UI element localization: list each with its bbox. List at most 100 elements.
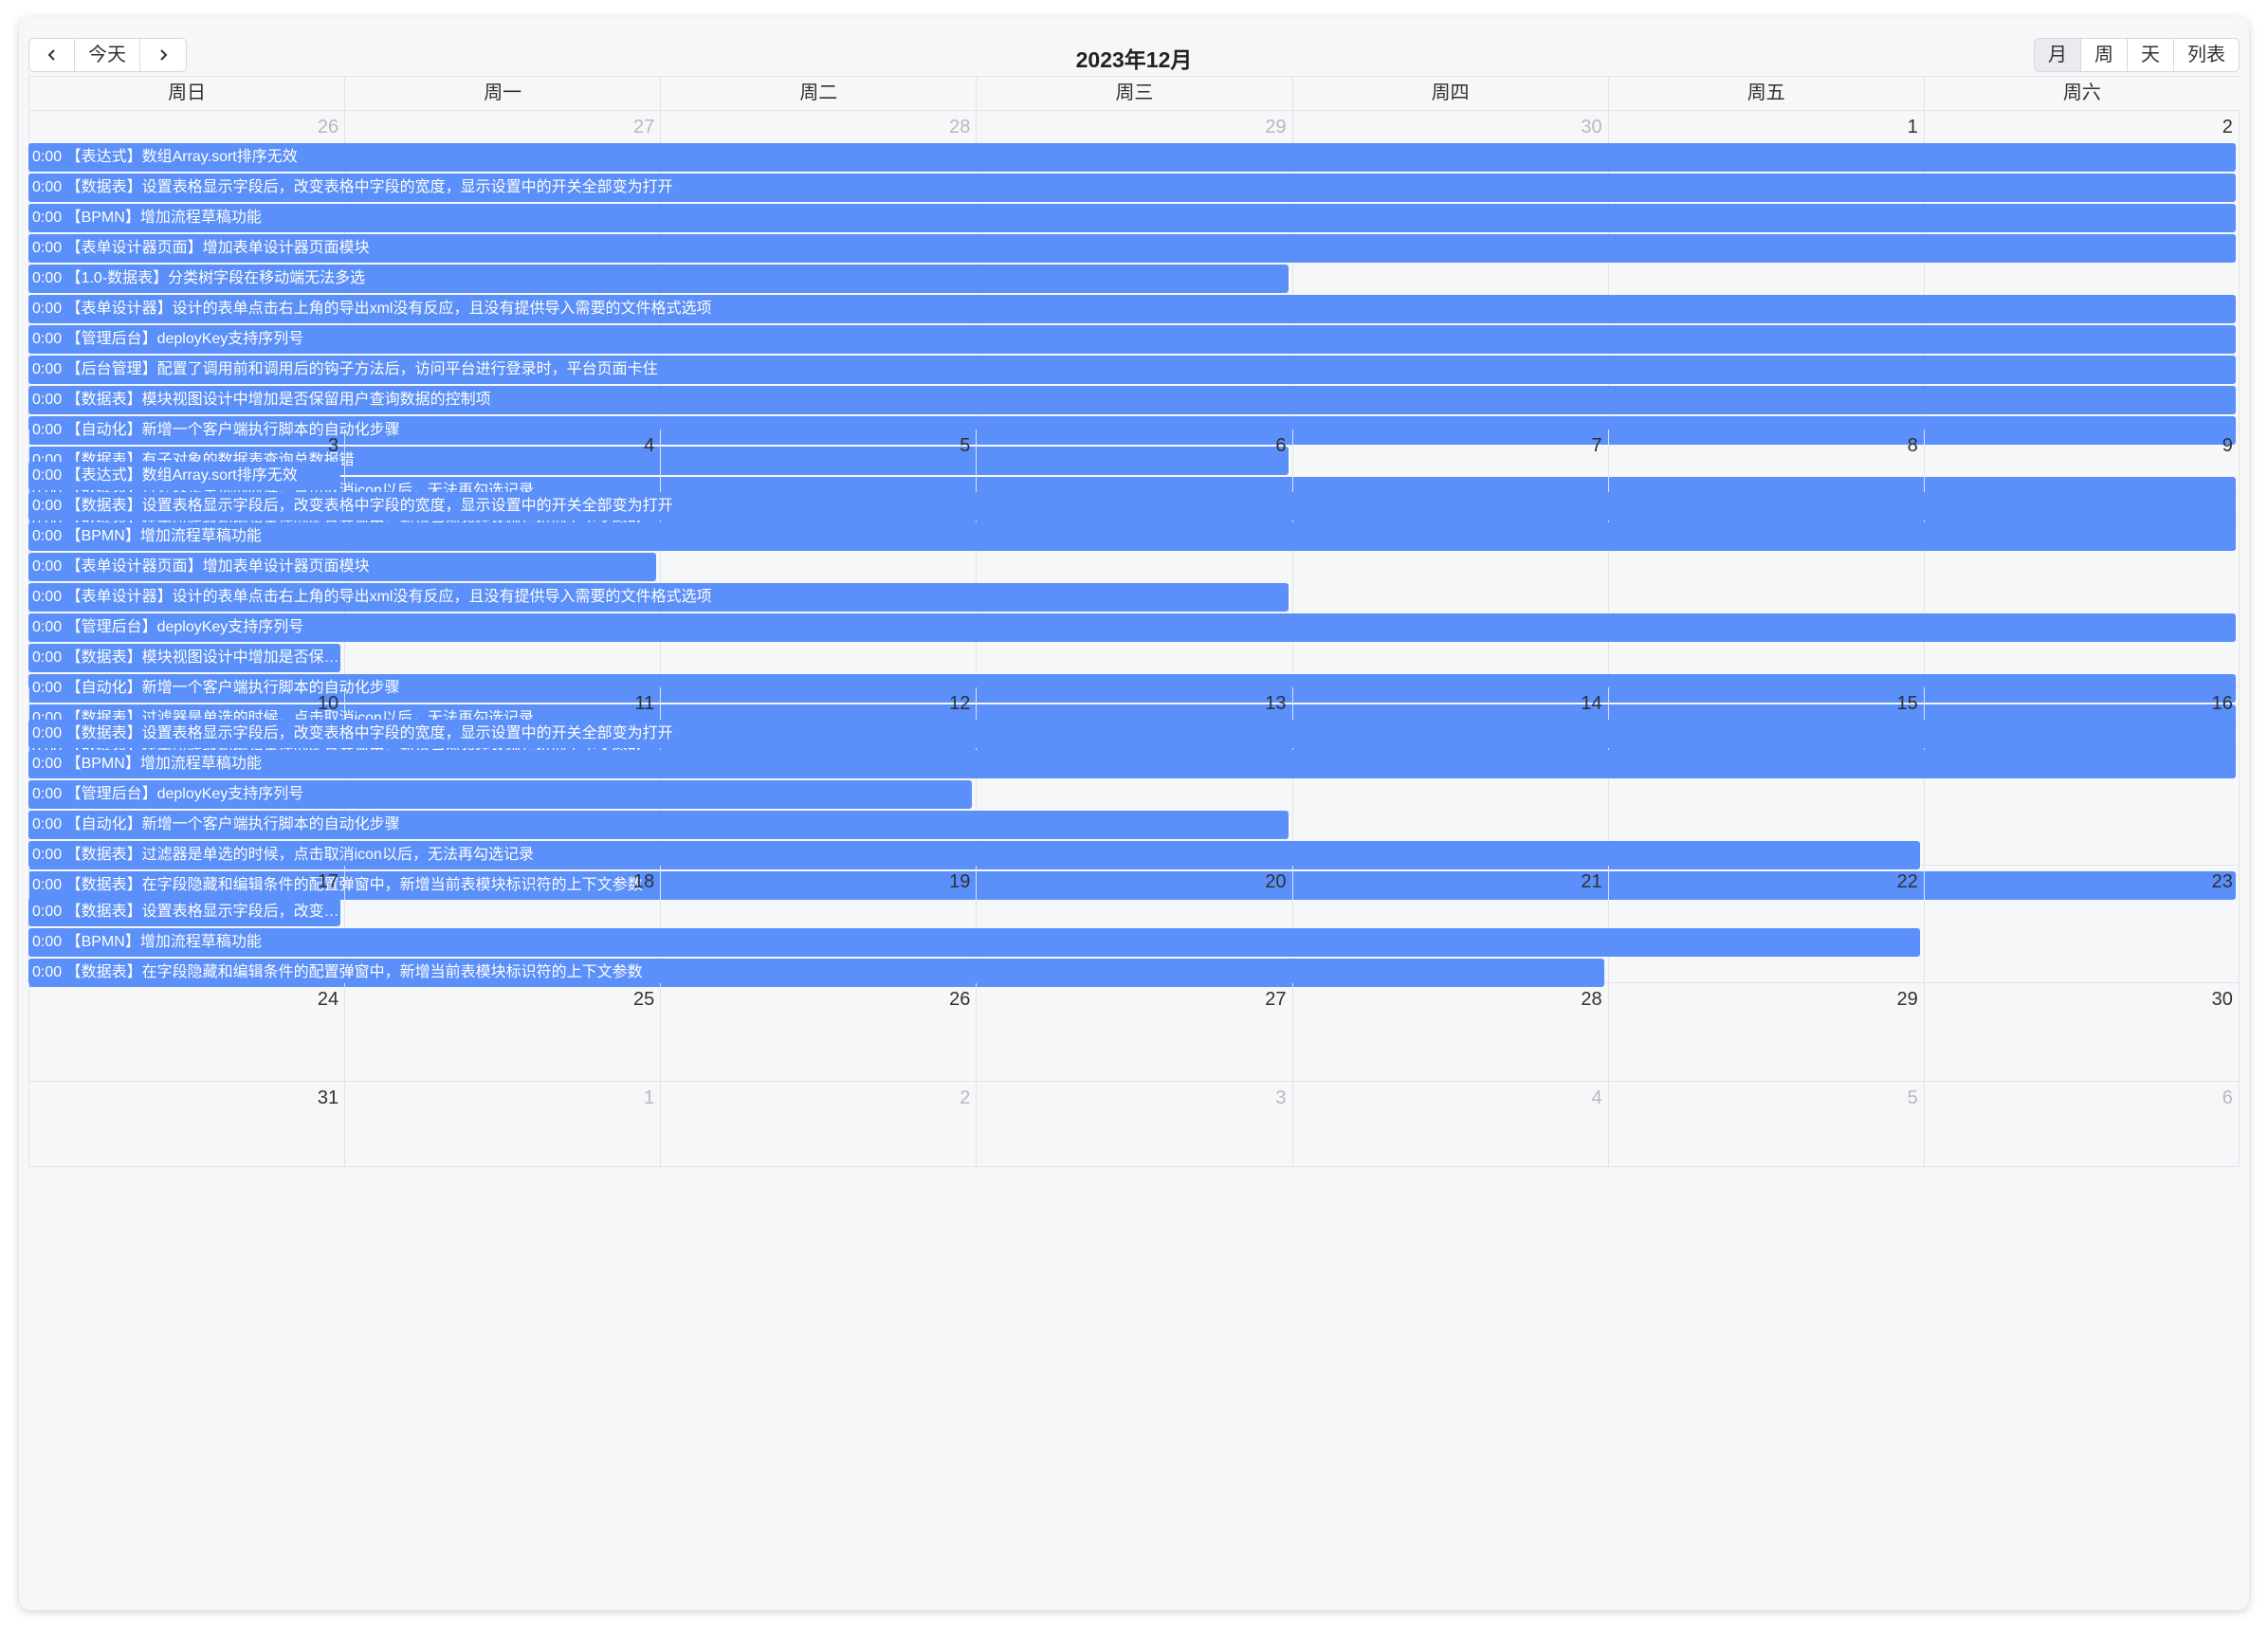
calendar-event[interactable]: 0:00 【自动化】新增一个客户端执行脚本的自动化步骤 (28, 416, 2236, 445)
calendar-event[interactable]: 0:00 【数据表】设置表格显示字段后，改变表格中字段的宽度，显示设置中的开关全… (28, 492, 2236, 521)
day-number[interactable]: 29 (1265, 117, 1287, 137)
day-cell[interactable]: 31 (28, 1082, 344, 1166)
day-number[interactable]: 6 (2222, 1088, 2233, 1108)
day-number[interactable]: 14 (1581, 693, 1602, 714)
calendar-event[interactable]: 0:00 【数据表】设置表格显示字段后，改变表格中字段的宽度，显示设置中的开关全… (28, 174, 2236, 202)
day-cell[interactable]: 18 (344, 866, 660, 982)
day-number[interactable]: 18 (633, 871, 655, 892)
day-number[interactable]: 27 (633, 117, 655, 137)
day-number[interactable]: 3 (1275, 1088, 1287, 1108)
day-cell[interactable]: 6 (976, 430, 1291, 686)
calendar-event[interactable]: 0:00 【数据表】模块视图设计中增加是否保留用户查询数据的控制项 (28, 644, 341, 672)
day-number[interactable]: 21 (1581, 871, 1602, 892)
day-number[interactable]: 6 (1275, 435, 1287, 456)
day-cell[interactable]: 28 (1291, 983, 1608, 1081)
day-number[interactable]: 10 (317, 693, 339, 714)
calendar-event[interactable]: 0:00 【BPMN】增加流程草稿功能 (28, 204, 2236, 232)
day-number[interactable]: 4 (1591, 1088, 1602, 1108)
day-number[interactable]: 28 (949, 117, 971, 137)
calendar-event[interactable]: 0:00 【管理后台】deployKey支持序列号 (28, 325, 2236, 354)
day-number[interactable]: 2 (960, 1088, 971, 1108)
day-number[interactable]: 1 (1907, 117, 1918, 137)
day-cell[interactable]: 6 (1923, 1082, 2240, 1166)
day-cell[interactable]: 2 (660, 1082, 976, 1166)
day-cell[interactable]: 8 (1607, 430, 1924, 686)
day-number[interactable]: 2 (2222, 117, 2233, 137)
day-number[interactable]: 13 (1265, 693, 1287, 714)
day-number[interactable]: 30 (2211, 989, 2233, 1010)
calendar-event[interactable]: 0:00 【数据表】在字段隐藏和编辑条件的配置弹窗中，新增当前表模块标识符的上下… (28, 871, 2236, 900)
day-cell[interactable]: 1 (344, 1082, 660, 1166)
view-list-button[interactable]: 列表 (2174, 39, 2239, 71)
day-cell[interactable]: 22 (1607, 866, 1924, 982)
calendar-event[interactable]: 0:00 【表单设计器】设计的表单点击右上角的导出xml没有反应，且没有提供导入… (28, 583, 1289, 612)
day-cell[interactable]: 27 (976, 983, 1291, 1081)
calendar-event[interactable]: 0:00 【后台管理】配置了调用前和调用后的钩子方法后，访问平台进行登录时，平台… (28, 356, 2236, 384)
calendar-event[interactable]: 0:00 【1.0-数据表】分类树字段在移动端无法多选 (28, 265, 1289, 293)
calendar-event[interactable]: 0:00 【表达式】数组Array.sort排序无效 (28, 143, 2236, 172)
calendar-event[interactable]: 0:00 【BPMN】增加流程草稿功能 (28, 750, 2236, 778)
day-number[interactable]: 17 (317, 871, 339, 892)
day-number[interactable]: 26 (317, 117, 339, 137)
day-number[interactable]: 5 (960, 435, 971, 456)
day-cell[interactable]: 29 (1607, 983, 1924, 1081)
calendar-event[interactable]: 0:00 【管理后台】deployKey支持序列号 (28, 613, 2236, 642)
day-cell[interactable]: 30 (1923, 983, 2240, 1081)
day-cell[interactable]: 23 (1923, 866, 2240, 982)
day-cell[interactable]: 30 (1291, 111, 1608, 429)
day-number[interactable]: 24 (317, 989, 339, 1010)
day-cell[interactable]: 2 (1923, 111, 2240, 429)
prev-month-button[interactable] (29, 39, 75, 71)
calendar-event[interactable]: 0:00 【数据表】设置表格显示字段后，改变表格中字段的宽度，显示设置中的开关全… (28, 898, 341, 926)
calendar-event[interactable]: 0:00 【数据表】在字段隐藏和编辑条件的配置弹窗中，新增当前表模块标识符的上下… (28, 959, 1604, 987)
day-number[interactable]: 3 (328, 435, 339, 456)
day-number[interactable]: 12 (949, 693, 971, 714)
calendar-event[interactable]: 0:00 【数据表】过滤器是单选的时候，点击取消icon以后，无法再勾选记录 (28, 841, 1920, 869)
day-number[interactable]: 19 (949, 871, 971, 892)
day-number[interactable]: 15 (1896, 693, 1918, 714)
day-number[interactable]: 27 (1265, 989, 1287, 1010)
calendar-event[interactable]: 0:00 【表单设计器】设计的表单点击右上角的导出xml没有反应，且没有提供导入… (28, 295, 2236, 323)
day-number[interactable]: 30 (1581, 117, 1602, 137)
next-month-button[interactable] (140, 39, 186, 71)
day-cell[interactable]: 5 (1607, 1082, 1924, 1166)
day-cell[interactable]: 25 (344, 983, 660, 1081)
day-number[interactable]: 28 (1581, 989, 1602, 1010)
day-number[interactable]: 20 (1265, 871, 1287, 892)
day-cell[interactable]: 9 (1923, 430, 2240, 686)
calendar-event[interactable]: 0:00 【BPMN】增加流程草稿功能 (28, 522, 2236, 551)
day-number[interactable]: 26 (949, 989, 971, 1010)
calendar-event[interactable]: 0:00 【表单设计器页面】增加表单设计器页面模块 (28, 234, 2236, 263)
day-number[interactable]: 4 (644, 435, 655, 456)
day-cell[interactable]: 4 (1291, 1082, 1608, 1166)
day-number[interactable]: 1 (644, 1088, 655, 1108)
day-cell[interactable]: 1 (1607, 111, 1924, 429)
day-number[interactable]: 16 (2211, 693, 2233, 714)
day-number[interactable]: 23 (2211, 871, 2233, 892)
view-month-button[interactable]: 月 (2035, 39, 2081, 71)
day-cell[interactable]: 24 (28, 983, 344, 1081)
calendar-event[interactable]: 0:00 【表单设计器页面】增加表单设计器页面模块 (28, 553, 657, 581)
day-number[interactable]: 7 (1591, 435, 1602, 456)
calendar-event[interactable]: 0:00 【数据表】模块视图设计中增加是否保留用户查询数据的控制项 (28, 386, 2236, 414)
day-number[interactable]: 11 (634, 693, 655, 714)
calendar-event[interactable]: 0:00 【管理后台】deployKey支持序列号 (28, 780, 973, 809)
day-number[interactable]: 5 (1907, 1088, 1918, 1108)
view-week-button[interactable]: 周 (2081, 39, 2128, 71)
day-number[interactable]: 31 (317, 1088, 339, 1108)
calendar-event[interactable]: 0:00 【BPMN】增加流程草稿功能 (28, 928, 1920, 957)
calendar-event[interactable]: 0:00 【自动化】新增一个客户端执行脚本的自动化步骤 (28, 811, 1289, 839)
day-cell[interactable]: 19 (660, 866, 976, 982)
day-number[interactable]: 22 (1896, 871, 1918, 892)
day-number[interactable]: 8 (1907, 435, 1918, 456)
calendar-event[interactable]: 0:00 【数据表】设置表格显示字段后，改变表格中字段的宽度，显示设置中的开关全… (28, 720, 2236, 748)
today-button[interactable]: 今天 (75, 39, 140, 71)
day-cell[interactable]: 20 (976, 866, 1291, 982)
day-cell[interactable]: 21 (1291, 866, 1608, 982)
day-cell[interactable]: 26 (660, 983, 976, 1081)
day-cell[interactable]: 7 (1291, 430, 1608, 686)
calendar-event[interactable]: 0:00 【自动化】新增一个客户端执行脚本的自动化步骤 (28, 674, 2236, 703)
day-cell[interactable]: 5 (660, 430, 976, 686)
day-number[interactable]: 25 (633, 989, 655, 1010)
day-cell[interactable]: 3 (976, 1082, 1291, 1166)
